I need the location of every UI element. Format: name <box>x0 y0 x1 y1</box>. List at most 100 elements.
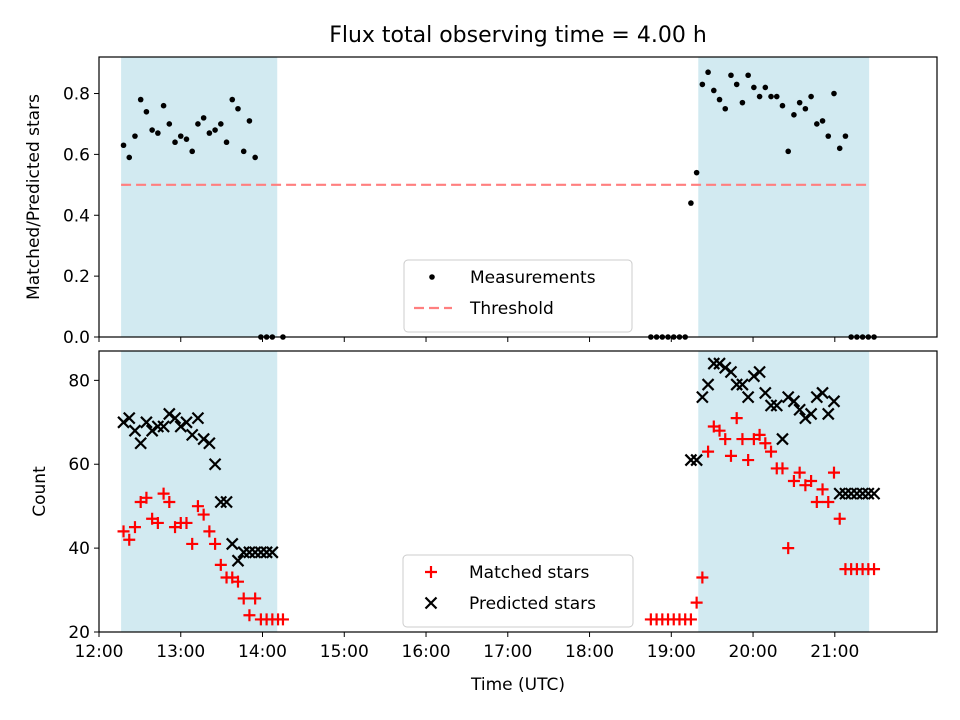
predicted-point <box>254 546 268 559</box>
matched-point <box>684 613 697 626</box>
predicted-point <box>696 390 709 404</box>
data-point <box>762 84 769 91</box>
data-point <box>745 72 751 79</box>
x-tick-label: 19:00 <box>647 642 696 662</box>
data-point <box>711 87 717 94</box>
data-point <box>819 118 826 124</box>
matched-point <box>868 563 881 576</box>
predicted-point <box>701 378 715 391</box>
predicted-point <box>724 365 738 379</box>
data-point <box>229 96 236 103</box>
x-tick-label: 14:00 <box>238 642 287 662</box>
data-point <box>831 90 837 97</box>
data-point <box>785 148 792 155</box>
y-tick-label: 0.0 <box>63 328 90 348</box>
x-tick-label: 21:00 <box>810 642 859 662</box>
matched-point <box>793 466 806 479</box>
legend-label: Measurements <box>470 268 596 288</box>
data-point <box>705 69 711 76</box>
series-matched-stars <box>117 412 881 626</box>
y-tick-label: 60 <box>68 455 90 475</box>
x-tick-label: 15:00 <box>320 642 369 662</box>
data-point <box>733 81 740 88</box>
data-point <box>688 200 694 206</box>
matched-point <box>810 495 823 508</box>
x-tick-label: 12:00 <box>75 642 124 662</box>
predicted-point <box>839 487 852 500</box>
predicted-point <box>833 487 846 500</box>
matched-point <box>730 412 743 425</box>
data-point <box>768 93 774 100</box>
predicted-point <box>827 395 841 408</box>
axes-frame <box>98 56 938 338</box>
predicted-point <box>759 386 772 400</box>
x-axis-label: Time (UTC) <box>470 675 565 695</box>
predicted-point <box>867 487 881 500</box>
matched-point <box>713 424 726 437</box>
matched-point <box>163 495 176 508</box>
matched-point <box>243 609 256 622</box>
matched-point <box>123 533 136 546</box>
data-point <box>120 142 127 149</box>
matched-point <box>787 475 800 488</box>
legend: Matched stars Predicted stars <box>402 554 634 628</box>
predicted-point <box>816 386 829 400</box>
matched-point <box>140 491 153 504</box>
predicted-point <box>243 546 256 559</box>
data-point <box>149 127 155 133</box>
predicted-point <box>122 411 136 425</box>
legend-label: Matched stars <box>469 563 589 583</box>
matched-point <box>214 558 227 571</box>
matched-point <box>719 433 732 446</box>
matched-point <box>724 449 737 462</box>
data-point <box>802 105 809 112</box>
matched-point <box>231 575 244 588</box>
predicted-point <box>260 546 273 559</box>
predicted-point <box>134 436 147 450</box>
predicted-point <box>821 407 835 421</box>
data-point <box>728 72 734 79</box>
predicted-point <box>185 428 199 442</box>
data-point <box>246 118 253 124</box>
observing-band <box>698 57 870 337</box>
matched-point <box>742 454 755 467</box>
data-point <box>200 115 207 121</box>
data-point <box>699 81 706 88</box>
matched-point <box>117 525 130 538</box>
data-point <box>693 169 700 176</box>
predicted-point <box>741 390 755 404</box>
x-tick-label: 16:00 <box>402 642 451 662</box>
predicted-point <box>214 495 228 509</box>
legend-marker <box>425 566 437 578</box>
predicted-point <box>203 436 216 450</box>
predicted-point <box>168 411 182 425</box>
x-tick-label: 13:00 <box>156 642 205 662</box>
matched-point <box>822 495 835 508</box>
x-tick-label: 17:00 <box>483 642 532 662</box>
matched-point <box>128 521 141 534</box>
count-panel: 20 40 60 80 12:00 13:00 14:00 15:00 16:00 17:00 18… <box>30 350 938 695</box>
data-point <box>218 121 224 127</box>
y-axis-label: Matched/Predicted stars <box>24 94 44 300</box>
predicted-point <box>707 357 721 370</box>
predicted-point <box>770 399 784 412</box>
matched-point <box>249 592 262 605</box>
y-tick-label: 80 <box>68 371 90 391</box>
predicted-point <box>151 420 165 433</box>
y-axis-label: Count <box>30 466 50 517</box>
data-point <box>791 112 797 118</box>
data-point <box>814 121 820 127</box>
data-point <box>183 136 190 142</box>
data-point <box>166 121 173 127</box>
predicted-point <box>690 453 703 467</box>
matched-point <box>237 592 250 605</box>
data-point <box>132 133 138 139</box>
matched-point <box>197 508 210 521</box>
legend-box <box>403 259 633 333</box>
legend-label: Threshold <box>469 299 554 319</box>
data-point <box>773 93 780 100</box>
legend-marker <box>424 596 438 610</box>
data-point <box>177 133 184 139</box>
matched-point <box>827 466 840 479</box>
